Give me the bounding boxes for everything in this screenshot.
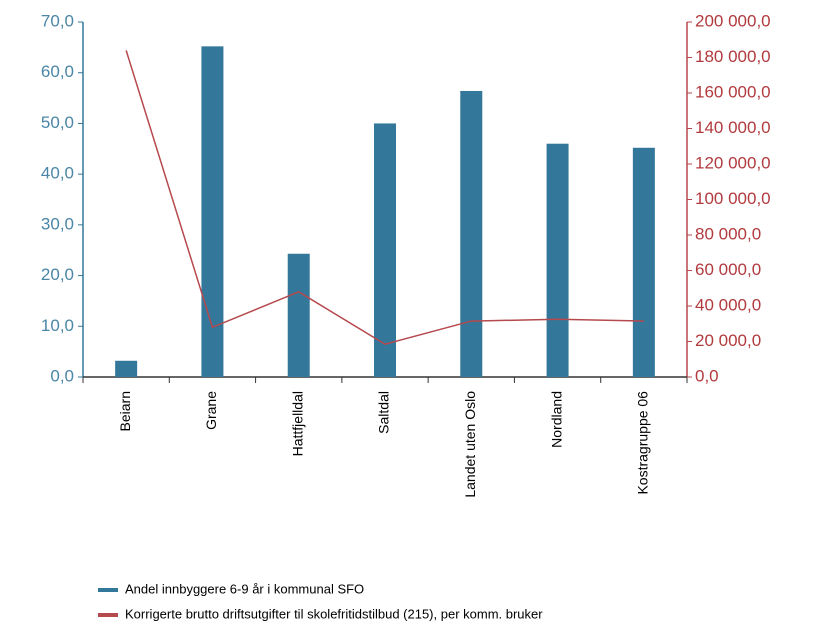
x-tick-label: Hattfjelldal (289, 391, 305, 456)
bar (374, 123, 396, 377)
y2-tick-label: 60 000,0 (695, 260, 761, 279)
y2-tick-label: 120 000,0 (695, 153, 771, 172)
y-tick-label: 50,0 (41, 113, 74, 132)
bar (460, 90, 483, 377)
x-tick-label: Landet uten Oslo (462, 391, 478, 498)
y2-tick-label: 20 000,0 (695, 331, 761, 350)
bar (546, 143, 569, 377)
y-tick-label: 30,0 (41, 214, 74, 233)
y-tick-label: 20,0 (41, 265, 74, 284)
legend-label: Andel innbyggere 6-9 år i kommunal SFO (125, 581, 364, 596)
bar (287, 253, 310, 377)
bar (115, 360, 138, 377)
y2-tick-label: 200 000,0 (695, 11, 771, 30)
bar (201, 46, 224, 377)
bar (632, 147, 655, 377)
x-tick-label: Nordland (548, 391, 564, 448)
legend-label: Korrigerte brutto driftsutgifter til sko… (125, 606, 543, 621)
y-tick-label: 40,0 (41, 164, 74, 183)
x-tick-label: Beiarn (117, 391, 133, 431)
y2-tick-label: 40 000,0 (695, 295, 761, 314)
y2-tick-label: 160 000,0 (695, 82, 771, 101)
y2-tick-label: 100 000,0 (695, 189, 771, 208)
y-tick-label: 0,0 (50, 366, 74, 385)
y-tick-label: 10,0 (41, 316, 74, 335)
x-tick-label: Grane (203, 391, 219, 430)
y2-tick-label: 80 000,0 (695, 224, 761, 243)
y2-tick-label: 180 000,0 (695, 47, 771, 66)
y2-tick-label: 0,0 (695, 366, 719, 385)
x-tick-label: Saltdal (376, 391, 392, 434)
y-tick-label: 70,0 (41, 11, 74, 30)
line (125, 50, 644, 345)
x-tick-label: Kostragruppe 06 (635, 391, 651, 495)
y2-tick-label: 140 000,0 (695, 118, 771, 137)
y-tick-label: 60,0 (41, 62, 74, 81)
